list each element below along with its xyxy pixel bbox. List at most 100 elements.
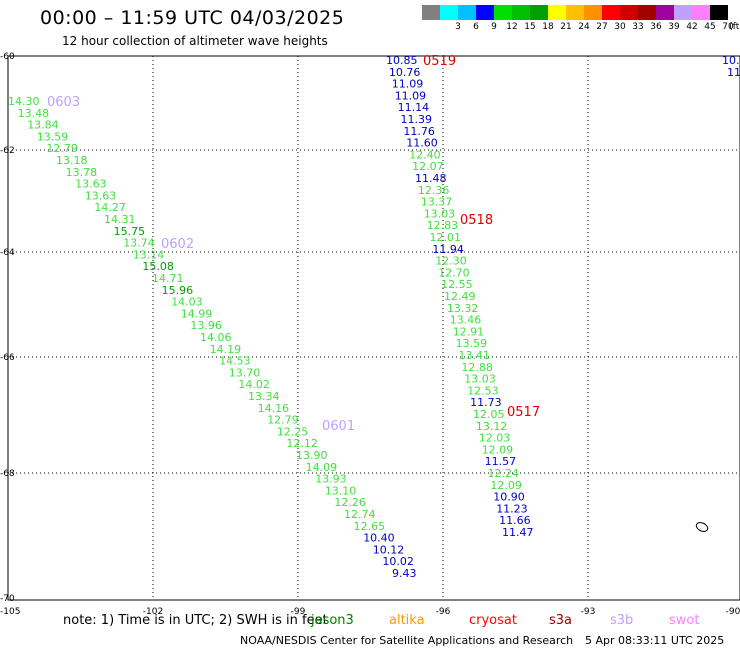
scale-label: 33	[632, 22, 644, 32]
wave-height-value: 12.79	[267, 414, 299, 427]
wave-height-value: 13.63	[75, 178, 107, 191]
lon-tick-label: -99	[291, 607, 306, 617]
wave-height-value: 13.63	[85, 189, 117, 202]
wave-height-value: 12.07	[412, 160, 444, 173]
wave-height-value: 13.48	[18, 107, 49, 120]
lon-tick-label: -93	[581, 607, 596, 617]
legend-swot: swot	[669, 613, 700, 628]
wave-height-value: 13.41	[459, 349, 491, 362]
wave-height-value: 12.65	[354, 520, 386, 533]
wave-height-value: 10.02	[382, 555, 414, 568]
wave-height-value: 14.71	[152, 272, 184, 285]
wave-height-value: 12.03	[479, 432, 511, 445]
wave-height-value: 10.90	[493, 491, 525, 504]
wave-height-value: 9.43	[392, 567, 417, 580]
wave-height-value: 15.75	[114, 225, 146, 238]
wave-height-value: 11.60	[406, 137, 438, 150]
wave-height-value: 10.76	[389, 66, 421, 79]
scale-label: 70	[722, 22, 734, 32]
wave-height-value: 13.37	[421, 196, 453, 209]
wave-height-value: 10.12	[373, 543, 405, 556]
scale-swatch	[494, 5, 512, 20]
wave-height-value: 11.66	[499, 514, 530, 527]
scale-label: 45	[704, 22, 716, 32]
wave-height-value: 13.03	[424, 207, 456, 220]
scale-label: 24	[578, 22, 590, 32]
lat-tick-label: -66	[0, 353, 15, 363]
wave-height-value: 14.16	[258, 402, 290, 415]
wave-height-value: 12.49	[444, 290, 476, 303]
pass-time-label: 0519	[423, 54, 456, 69]
scale-label: 42	[686, 22, 698, 32]
scale-label: 6	[473, 22, 479, 32]
map-frame	[7, 55, 740, 601]
pass-time-label: 0517	[507, 405, 540, 420]
scale-swatch	[422, 5, 440, 20]
scale-label: 39	[668, 22, 680, 32]
credit-line: NOAA/NESDIS Center for Satellite Applica…	[240, 634, 574, 647]
wave-height-value: 11.57	[485, 455, 516, 468]
wave-height-value: 12.40	[409, 148, 441, 161]
wave-height-value: 13.14	[133, 248, 165, 261]
wave-height-value: 11.09	[392, 78, 424, 91]
wave-height-value: 14.19	[210, 343, 242, 356]
wave-height-value: 12.30	[435, 255, 467, 268]
wave-height-value: 11.94	[432, 243, 464, 256]
wave-height-value: 11.48	[415, 172, 447, 185]
generated-timestamp: 5 Apr 08:33:11 UTC 2025	[585, 634, 725, 647]
wave-height-value: 13.03	[464, 373, 496, 386]
map-subtitle: 12 hour collection of altimeter wave hei…	[62, 34, 328, 48]
scale-label: 3	[455, 22, 461, 32]
lat-tick-label: -60	[0, 52, 15, 62]
wave-height-value: 11.73	[470, 396, 502, 409]
scale-label: 21	[560, 22, 572, 32]
scale-label: 36	[650, 22, 662, 32]
wave-height-value: 14.06	[200, 331, 232, 344]
wave-height-value: 14.31	[104, 213, 136, 226]
pass-time-label: 0603	[47, 95, 80, 110]
wave-height-value: 13.84	[27, 119, 59, 132]
wave-height-value: 12.70	[438, 266, 470, 279]
legend-s3b: s3b	[610, 613, 634, 628]
wave-height-value: 13.59	[456, 337, 488, 350]
wave-height-value: 12.12	[286, 437, 318, 450]
wave-height-value: 12.09	[482, 443, 514, 456]
scale-label: 15	[524, 22, 536, 32]
wave-height-value: 13.78	[66, 166, 98, 179]
scale-swatch	[458, 5, 476, 20]
pass-labels: 0603 0602 0601 0519 0518 0517	[47, 54, 540, 434]
lon-tick-label: -96	[436, 607, 451, 617]
wave-height-value: 14.09	[306, 461, 338, 474]
lon-tick-label: -90	[726, 607, 740, 617]
wave-height-value: 13.18	[56, 154, 88, 167]
scale-label: 12	[506, 22, 518, 32]
wave-height-value: 11.39	[401, 113, 433, 126]
wave-height-value: 12.91	[453, 325, 485, 338]
wave-height-value: 12.36	[418, 184, 450, 197]
wave-height-value: 13.34	[248, 390, 280, 403]
wave-height-value: 13.12	[476, 420, 508, 433]
island-outline	[695, 522, 709, 532]
lat-tick-label: -64	[0, 248, 15, 258]
wave-height-value: 13.46	[450, 314, 482, 327]
wave-height-value: 12.83	[427, 219, 459, 232]
wave-height-value: 13.70	[229, 366, 260, 379]
scale-swatch	[512, 5, 530, 20]
wave-height-value: 11.76	[403, 125, 435, 138]
wave-height-value: 11.47	[502, 526, 534, 539]
scale-swatch	[656, 5, 674, 20]
lon-tick-label: -105	[0, 607, 20, 617]
scale-swatch	[530, 5, 548, 20]
wave-height-value: 13.74	[123, 237, 155, 250]
wave-height-value: 12.88	[461, 361, 493, 374]
wave-height-value: 12.09	[490, 479, 522, 492]
pass-time-label: 0602	[161, 237, 194, 252]
scale-unit: (ft)	[729, 22, 740, 32]
wave-height-value: 12.01	[430, 231, 462, 244]
wave-height-value: 12.05	[473, 408, 505, 421]
scale-label: 27	[596, 22, 608, 32]
scale-label: 30	[614, 22, 626, 32]
longitude-labels: -105 -102 -99 -96 -93 -90	[0, 607, 740, 617]
wave-height-value: 13.59	[37, 130, 69, 143]
wave-height-value: 14.03	[171, 296, 203, 309]
